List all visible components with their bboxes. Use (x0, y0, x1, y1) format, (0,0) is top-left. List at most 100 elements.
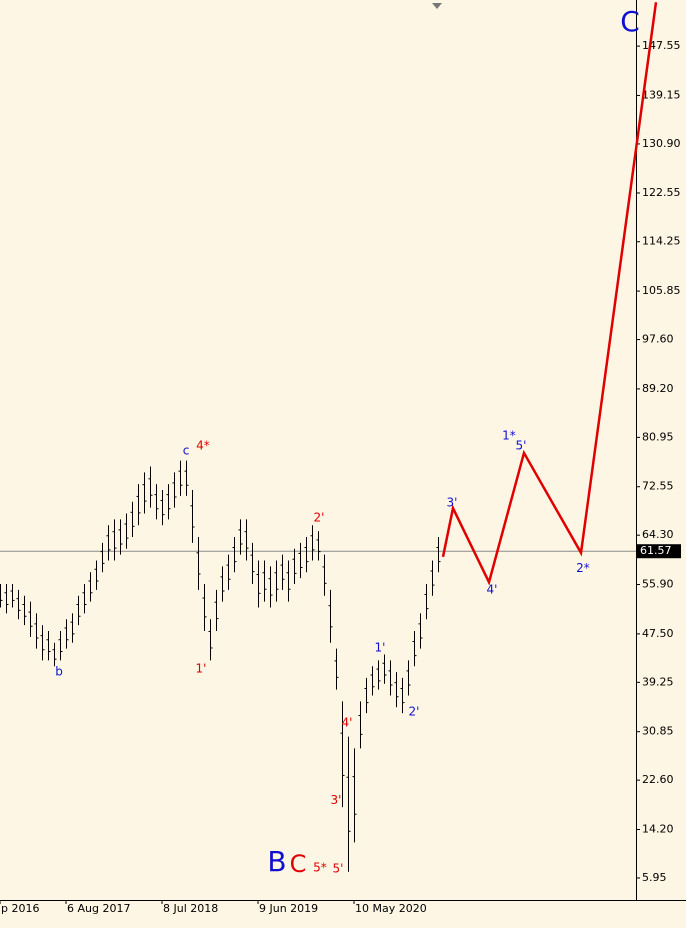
wave-label: 4' (342, 716, 353, 730)
price-bar (106, 525, 111, 561)
y-tick-label: 97.60 (642, 333, 674, 346)
price-bar (46, 630, 51, 661)
price-bar (190, 489, 195, 543)
price-bar (214, 589, 219, 631)
price-bar (76, 595, 81, 626)
wave-label: 5* (313, 860, 327, 874)
price-bar (4, 583, 9, 614)
y-tick-label: 130.90 (642, 137, 681, 150)
price-bar (154, 484, 159, 520)
price-bar (100, 542, 105, 573)
price-bar (244, 519, 249, 561)
price-bar (112, 519, 117, 561)
y-tick-label: 5.95 (642, 871, 667, 884)
price-bar (316, 531, 321, 561)
price-bar (352, 748, 357, 843)
price-bar (166, 484, 171, 520)
price-bar (298, 542, 303, 579)
x-tick-label: 6 Aug 2017 (67, 902, 130, 915)
price-bar (256, 560, 261, 608)
price-bar (400, 677, 405, 714)
wave-label: 1' (196, 662, 207, 676)
price-bar (10, 583, 15, 608)
price-bar (280, 554, 285, 590)
price-bar (172, 472, 177, 508)
y-tick-label: 14.20 (642, 823, 674, 836)
price-bar (52, 642, 57, 667)
wave-label: c (183, 444, 190, 458)
x-tick-label: p 2016 (1, 902, 39, 915)
price-bar (196, 536, 201, 590)
price-bar (64, 619, 69, 649)
wave-label: 4' (487, 582, 498, 596)
y-tick-label: 22.60 (642, 773, 674, 786)
y-tick-label: 47.50 (642, 627, 674, 640)
price-bar (34, 613, 39, 649)
price-bar (136, 484, 141, 526)
price-bar (70, 613, 75, 643)
projection-line (441, 2, 658, 586)
y-tick-label: 89.20 (642, 382, 674, 395)
x-tick-label: 10 May 2020 (355, 902, 427, 915)
price-bar (220, 566, 225, 602)
price-bar (310, 525, 315, 561)
price-bar (226, 554, 231, 590)
price-bar (148, 466, 153, 508)
wave-label: C (290, 850, 307, 878)
wave-label: B (267, 845, 286, 878)
y-tick-label: 72.55 (642, 480, 674, 493)
x-tick-label: 8 Jul 2018 (163, 902, 218, 915)
price-bar (322, 554, 327, 596)
price-label: 61.57 (640, 544, 672, 557)
price-bar (28, 601, 33, 637)
y-tick-label: 80.95 (642, 430, 674, 443)
price-bar (424, 583, 429, 620)
wave-label: 2* (576, 561, 590, 575)
price-bar (304, 536, 309, 573)
y-tick-label: 55.90 (642, 578, 674, 591)
y-tick-label: 122.55 (642, 186, 681, 199)
price-bar (364, 677, 369, 714)
wave-label: 4* (196, 438, 210, 452)
y-tick-label: 64.30 (642, 528, 674, 541)
price-bar (412, 630, 417, 667)
price-bar (268, 566, 273, 608)
price-bar (436, 536, 441, 573)
price-bar (208, 619, 213, 661)
price-bar (118, 519, 123, 555)
price-bar (202, 583, 207, 631)
scroll-marker (432, 3, 442, 9)
y-tick-label: 139.15 (642, 88, 681, 101)
y-tick-label: 114.25 (642, 235, 681, 248)
price-bar (142, 472, 147, 514)
x-tick-label: 9 Jun 2019 (259, 902, 318, 915)
price-bar (328, 589, 333, 643)
price-bar (58, 630, 63, 661)
price-bar (124, 513, 129, 549)
price-bar (88, 572, 93, 602)
price-bar (16, 589, 21, 620)
price-bar (250, 542, 255, 584)
price-bar (418, 613, 423, 649)
price-bar (238, 519, 243, 555)
price-bar (340, 701, 345, 808)
wave-label: 1' (375, 640, 386, 654)
wave-label: C (620, 5, 640, 38)
price-bar (370, 666, 375, 696)
price-bar (430, 560, 435, 596)
price-bar (394, 672, 399, 708)
price-bar (130, 501, 135, 537)
price-bar (382, 654, 387, 684)
wave-label: 3' (447, 495, 458, 509)
wave-label: 5' (516, 438, 527, 452)
price-bar (22, 595, 27, 626)
price-bar (184, 460, 189, 496)
price-bar (346, 736, 351, 872)
price-bar (286, 560, 291, 602)
price-bar (376, 660, 381, 690)
y-tick-label: 39.25 (642, 675, 674, 688)
price-bar (388, 660, 393, 696)
price-bar (232, 536, 237, 573)
price-bar (292, 548, 297, 584)
